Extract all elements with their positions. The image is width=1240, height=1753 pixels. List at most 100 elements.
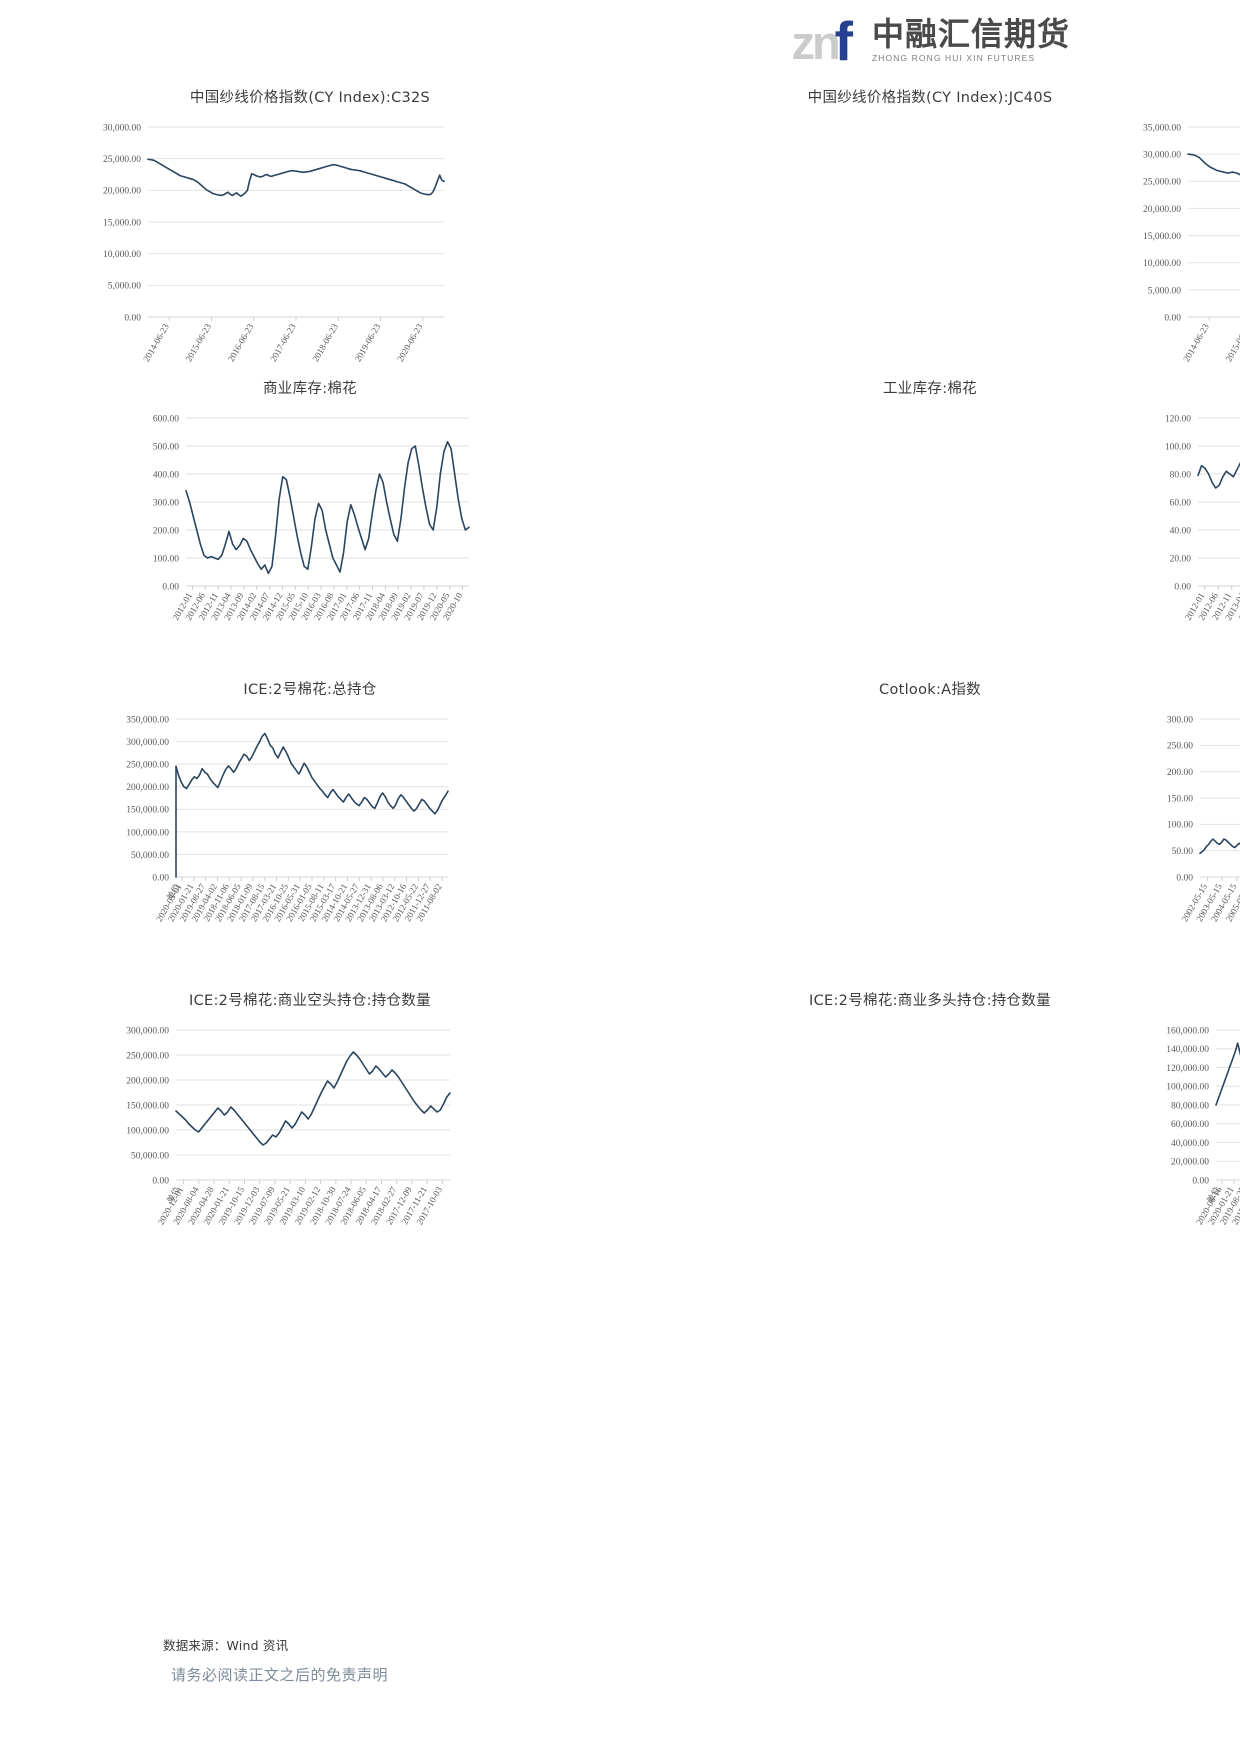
svg-text:0.00: 0.00 bbox=[124, 313, 141, 323]
chart-cell: ICE:2号棉花:商业空头持仓:持仓数量 0.00 50,000.00 100,000… bbox=[0, 989, 620, 1292]
chart-row: ICE:2号棉花:商业空头持仓:持仓数量 0.00 50,000.00 100,000… bbox=[0, 989, 1240, 1292]
svg-text:200.00: 200.00 bbox=[1167, 768, 1193, 778]
svg-text:2018-06-23: 2018-06-23 bbox=[310, 322, 340, 364]
svg-text:350,000.00: 350,000.00 bbox=[126, 715, 169, 725]
svg-text:60,000.00: 60,000.00 bbox=[1171, 1120, 1209, 1130]
svg-text:0.00: 0.00 bbox=[152, 1176, 169, 1186]
svg-text:100.00: 100.00 bbox=[1167, 821, 1193, 831]
footer: 数据来源：Wind 资讯 请务必阅读正文之后的免责声明 bbox=[163, 1635, 388, 1685]
chart-svg: 0.00 5,000.00 10,000.00 15,000.00 20,000.00 2… bbox=[1143, 123, 1240, 364]
svg-text:2014-06-23: 2014-06-23 bbox=[1181, 322, 1211, 364]
chart-svg: 0.00 50,000.00 100,000.00 150,000.00 200,000… bbox=[126, 1026, 451, 1226]
data-source-note: 数据来源：Wind 资讯 bbox=[163, 1638, 289, 1653]
svg-text:10,000.00: 10,000.00 bbox=[1143, 259, 1181, 269]
svg-text:120.00: 120.00 bbox=[1165, 414, 1191, 424]
svg-text:80,000.00: 80,000.00 bbox=[1171, 1101, 1209, 1111]
svg-text:160,000.00: 160,000.00 bbox=[1166, 1026, 1209, 1036]
chart-grid: 中国纱线价格指数(CY Index):C32S 0.00 5,000.00 10,00… bbox=[0, 86, 1240, 1292]
svg-text:25,000.00: 25,000.00 bbox=[1143, 178, 1181, 188]
logo-mark: zn f bbox=[791, 10, 853, 73]
chart-title: ICE:2号棉花:商业多头持仓:持仓数量 bbox=[809, 993, 1051, 1009]
svg-text:50,000.00: 50,000.00 bbox=[131, 851, 169, 861]
chart-cell: ICE:2号棉花:商业多头持仓:持仓数量 0.00 20,000.00 40,000.… bbox=[620, 989, 1240, 1292]
svg-text:20.00: 20.00 bbox=[1170, 554, 1192, 564]
svg-text:2015-06-23: 2015-06-23 bbox=[1224, 322, 1240, 364]
svg-text:150,000.00: 150,000.00 bbox=[126, 1101, 169, 1111]
chart-title: ICE:2号棉花:总持仓 bbox=[243, 682, 377, 698]
svg-text:10,000.00: 10,000.00 bbox=[103, 250, 141, 260]
chart-cell: 中国纱线价格指数(CY Index):JC40S 0.00 5,000.00 10,0… bbox=[620, 86, 1240, 377]
svg-text:2015-06-23: 2015-06-23 bbox=[184, 322, 214, 364]
chart-plot: 0.00 5,000.00 10,000.00 15,000.00 20,000.00 2… bbox=[60, 117, 460, 377]
svg-text:2017-06-23: 2017-06-23 bbox=[268, 322, 298, 364]
svg-text:0.00: 0.00 bbox=[1192, 1176, 1209, 1186]
svg-text:400.00: 400.00 bbox=[153, 470, 179, 480]
svg-text:140,000.00: 140,000.00 bbox=[1166, 1045, 1209, 1055]
svg-text:600.00: 600.00 bbox=[153, 414, 179, 424]
chart-svg: 0.0020.0040.0060.0080.00100.00120.002012… bbox=[1165, 414, 1240, 622]
svg-text:0.00: 0.00 bbox=[1164, 313, 1181, 323]
chart-svg: 0.00 50,000.00 100,000.00 150,000.00 200,000… bbox=[126, 715, 449, 923]
svg-text:2020-06-23: 2020-06-23 bbox=[395, 322, 425, 364]
svg-text:40.00: 40.00 bbox=[1170, 526, 1192, 536]
svg-text:25,000.00: 25,000.00 bbox=[103, 155, 141, 165]
brand-logo: zn f 中融汇信期货 ZHONG RONG HUI XIN FUTURES bbox=[791, 10, 1070, 73]
chart-cell: 工业库存:棉花 0.00 20.00 40.00 60.00 80.00 100.00 120… bbox=[620, 377, 1240, 678]
svg-text:50,000.00: 50,000.00 bbox=[131, 1151, 169, 1161]
chart-title: ICE:2号棉花:商业空头持仓:持仓数量 bbox=[189, 993, 431, 1009]
brand-name-cn: 中融汇信期货 bbox=[871, 15, 1070, 53]
svg-text:20,000.00: 20,000.00 bbox=[1171, 1158, 1209, 1168]
chart-plot: 0.00 50.00 100.00 150.00 200.00 250.00 300.00 2… bbox=[1120, 709, 1240, 989]
chart-title: 工业库存:棉花 bbox=[883, 381, 977, 397]
svg-text:20,000.00: 20,000.00 bbox=[103, 187, 141, 197]
svg-text:0.00: 0.00 bbox=[162, 582, 179, 592]
svg-text:5,000.00: 5,000.00 bbox=[1148, 286, 1182, 296]
svg-text:200,000.00: 200,000.00 bbox=[126, 783, 169, 793]
svg-text:40,000.00: 40,000.00 bbox=[1171, 1139, 1209, 1149]
chart-plot: 0.00 100.00 200.00 300.00 400.00 500.00 600.00… bbox=[108, 408, 483, 678]
chart-series-line bbox=[1199, 838, 1240, 855]
chart-series-line bbox=[1197, 461, 1240, 489]
chart-row: ICE:2号棉花:总持仓 0.00 50,000.00 100,000.00 150,0… bbox=[0, 678, 1240, 989]
logo-zn-text: zn bbox=[791, 16, 840, 70]
chart-cell: 中国纱线价格指数(CY Index):C32S 0.00 5,000.00 10,00… bbox=[0, 86, 620, 377]
svg-text:35,000.00: 35,000.00 bbox=[1143, 123, 1181, 133]
svg-text:2014-06-23: 2014-06-23 bbox=[141, 322, 171, 364]
svg-text:15,000.00: 15,000.00 bbox=[103, 218, 141, 228]
svg-text:0.00: 0.00 bbox=[1174, 582, 1191, 592]
svg-text:150,000.00: 150,000.00 bbox=[126, 806, 169, 816]
chart-title: 中国纱线价格指数(CY Index):C32S bbox=[189, 90, 431, 106]
svg-text:5,000.00: 5,000.00 bbox=[108, 282, 142, 292]
svg-text:120,000.00: 120,000.00 bbox=[1166, 1064, 1209, 1074]
logo-f-text: f bbox=[834, 10, 853, 73]
svg-text:100.00: 100.00 bbox=[153, 554, 179, 564]
svg-text:100,000.00: 100,000.00 bbox=[1166, 1083, 1209, 1093]
chart-plot: 0.00 20.00 40.00 60.00 80.00 100.00 120.00 2012… bbox=[1120, 408, 1240, 678]
chart-svg: 0.00 5,000.00 10,000.00 15,000.00 20,000.00 2… bbox=[103, 123, 445, 364]
svg-text:30,000.00: 30,000.00 bbox=[1143, 151, 1181, 161]
chart-title: 商业库存:棉花 bbox=[263, 381, 357, 397]
svg-text:300.00: 300.00 bbox=[153, 498, 179, 508]
chart-row: 中国纱线价格指数(CY Index):C32S 0.00 5,000.00 10,00… bbox=[0, 86, 1240, 377]
svg-text:250.00: 250.00 bbox=[1167, 742, 1193, 752]
chart-plot: 0.00 5,000.00 10,000.00 15,000.00 20,000.00 2… bbox=[1100, 117, 1240, 377]
svg-text:100,000.00: 100,000.00 bbox=[126, 1126, 169, 1136]
svg-text:0.00: 0.00 bbox=[1176, 873, 1193, 883]
svg-text:300,000.00: 300,000.00 bbox=[126, 1026, 169, 1036]
svg-text:300.00: 300.00 bbox=[1167, 715, 1193, 725]
chart-series-line bbox=[175, 732, 449, 815]
svg-text:200.00: 200.00 bbox=[153, 526, 179, 536]
brand-name-en: ZHONG RONG HUI XIN FUTURES bbox=[871, 53, 1036, 63]
svg-text:100.00: 100.00 bbox=[1165, 442, 1191, 452]
svg-text:300,000.00: 300,000.00 bbox=[126, 738, 169, 748]
svg-text:100,000.00: 100,000.00 bbox=[126, 828, 169, 838]
chart-series-line bbox=[1187, 153, 1240, 176]
chart-cell: ICE:2号棉花:总持仓 0.00 50,000.00 100,000.00 150,0… bbox=[0, 678, 620, 989]
svg-text:15,000.00: 15,000.00 bbox=[1143, 232, 1181, 242]
chart-series-line bbox=[147, 158, 445, 197]
chart-series-line bbox=[1215, 1042, 1240, 1106]
svg-text:500.00: 500.00 bbox=[153, 442, 179, 452]
chart-row: 商业库存:棉花 0.00 100.00 200.00 300.00 400.00 500.0… bbox=[0, 377, 1240, 678]
chart-series-line bbox=[185, 441, 470, 575]
